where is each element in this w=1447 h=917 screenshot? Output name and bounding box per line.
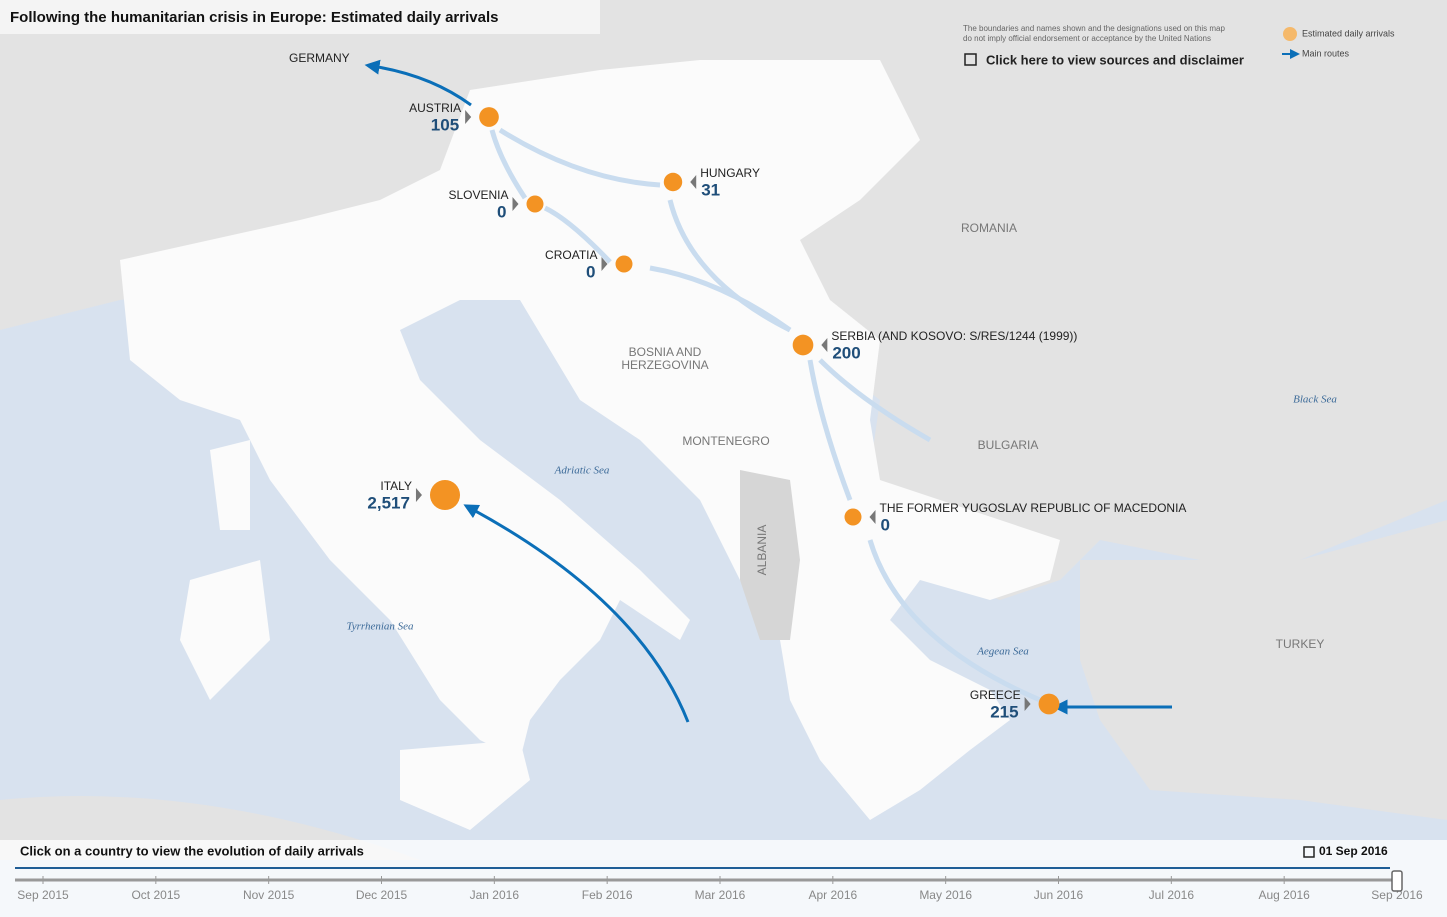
arrival-marker (526, 195, 544, 213)
country-label: BULGARIA (978, 438, 1039, 452)
disclaimer: The boundaries and names shown and the d… (963, 24, 1226, 33)
link-text[interactable]: Click here to view sources and disclaime… (986, 52, 1244, 67)
country-label: HERZEGOVINA (621, 358, 708, 372)
country-name: CROATIA (545, 248, 597, 262)
calendar-icon (1303, 846, 1315, 858)
country-name: SERBIA (AND KOSOVO: S/RES/1244 (1999)) (831, 329, 1077, 343)
selected-date: 01 Sep 2016 (1319, 844, 1388, 858)
route (667, 199, 792, 333)
route (543, 205, 612, 264)
destination: GERMANY (289, 51, 350, 65)
pointer (415, 488, 422, 502)
sea-label: Aegean Sea (976, 646, 1029, 658)
month-label: Oct 2015 (131, 888, 180, 902)
route (807, 359, 853, 501)
timeline[interactable]: Click on a country to view the evolution… (0, 840, 1447, 917)
land (120, 60, 1060, 820)
route (818, 358, 932, 443)
title: Following the humanitarian crisis in Eur… (10, 9, 498, 26)
route (867, 539, 1041, 703)
sources-link[interactable]: Click here to view sources and disclaime… (964, 52, 1244, 67)
link-icon (964, 53, 977, 66)
month-label: Jun 2016 (1034, 888, 1084, 902)
month-label: Feb 2016 (582, 888, 633, 902)
arrival-marker (792, 334, 814, 356)
country-name: THE FORMER YUGOSLAV REPUBLIC OF MACEDONI… (880, 501, 1187, 515)
land (0, 0, 1447, 600)
country-value: 2,517 (367, 493, 410, 512)
sea-label: Black Sea (1293, 394, 1337, 406)
route-arrow (463, 504, 690, 723)
country-label: TURKEY (1276, 637, 1325, 651)
sea-label: Adriatic Sea (554, 465, 610, 477)
legend-marker (1283, 27, 1297, 41)
arrival-marker (615, 255, 633, 273)
arrival-marker (429, 479, 461, 511)
pointer (465, 110, 472, 124)
arrival-marker (479, 107, 499, 127)
month-label: Sep 2016 (1371, 888, 1423, 902)
land (740, 470, 800, 640)
country-label: BOSNIA AND (629, 345, 702, 359)
country-name: ITALY (380, 479, 412, 493)
country-value: 0 (497, 202, 506, 221)
country-value: 31 (701, 180, 720, 199)
month-label: Mar 2016 (695, 888, 746, 902)
country-name: GREECE (970, 688, 1021, 702)
pointer (601, 257, 608, 271)
month-label: Dec 2015 (356, 888, 408, 902)
sea-label: Tyrrhenian Sea (346, 621, 414, 633)
month-label: May 2016 (919, 888, 972, 902)
pointer (821, 338, 828, 352)
arrival-marker (1038, 693, 1060, 715)
legend-label: Estimated daily arrivals (1302, 28, 1395, 38)
country[interactable]: THE FORMER YUGOSLAV REPUBLIC OF MACEDONI… (844, 501, 1187, 534)
country-label: MONTENEGRO (682, 434, 769, 448)
country-value: 200 (832, 343, 860, 362)
country-value: 215 (990, 702, 1018, 721)
country-name: HUNGARY (700, 166, 760, 180)
main-routes (364, 59, 1172, 723)
instruction: Click on a country to view the evolution… (20, 843, 364, 858)
title-bg (0, 0, 600, 34)
country-value: 105 (431, 115, 459, 134)
arrival-marker (663, 172, 683, 192)
legend-label: Main routes (1302, 48, 1350, 58)
country-value: 0 (586, 262, 595, 281)
month-label: Nov 2015 (243, 888, 295, 902)
route (489, 129, 528, 200)
pointer (512, 197, 519, 211)
month-label: Jul 2016 (1149, 888, 1195, 902)
route-arrow (364, 59, 472, 107)
pointer (690, 175, 697, 189)
pointer (869, 510, 876, 524)
month-label: Sep 2015 (17, 888, 69, 902)
disclaimer: do not imply official endorsement or acc… (963, 34, 1211, 43)
month-label: Apr 2016 (808, 888, 857, 902)
land (180, 440, 530, 830)
country-name: AUSTRIA (409, 101, 461, 115)
country-name: SLOVENIA (448, 188, 508, 202)
month-label: Jan 2016 (470, 888, 520, 902)
slider-handle[interactable] (1391, 870, 1403, 892)
minor-routes (489, 127, 1041, 703)
arrival-marker (844, 508, 862, 526)
pointer (1024, 697, 1031, 711)
country-label: ROMANIA (961, 221, 1017, 235)
country-value: 0 (881, 515, 890, 534)
country-label: ALBANIA (755, 525, 769, 576)
month-label: Aug 2016 (1258, 888, 1310, 902)
land (1080, 520, 1447, 820)
route (498, 127, 661, 188)
country[interactable]: SERBIA (AND KOSOVO: S/RES/1244 (1999))20… (792, 329, 1078, 362)
